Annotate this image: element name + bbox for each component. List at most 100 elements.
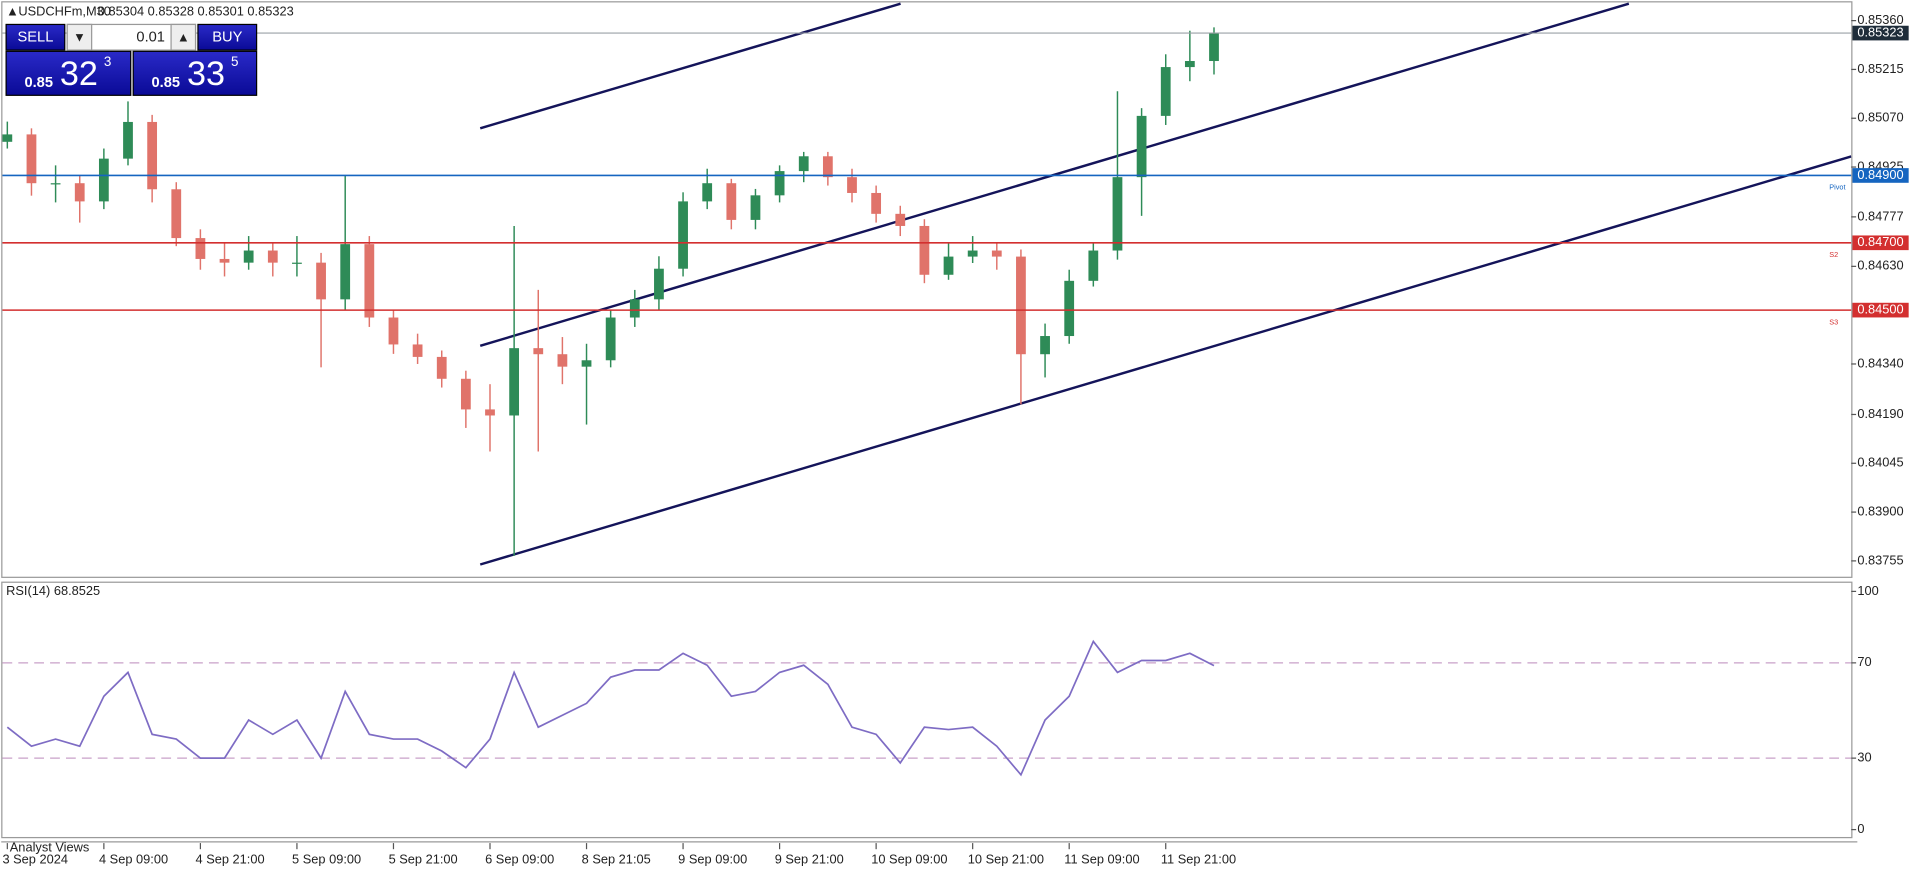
ask-sup: 5 <box>231 54 238 69</box>
level-label: 0.84900 <box>1857 167 1903 182</box>
candle-body <box>581 360 592 367</box>
candle-body <box>847 177 857 193</box>
candle-body <box>822 156 833 178</box>
price-panel-frame <box>1 1 1853 578</box>
candle-body <box>388 317 399 345</box>
trend-line <box>479 2 901 130</box>
x-tick-label: 6 Sep 09:00 <box>485 852 554 867</box>
candle-body <box>605 317 616 361</box>
candle-body <box>436 356 447 379</box>
rsi-panel-frame <box>1 581 1853 839</box>
candle-body <box>1209 33 1219 62</box>
x-tick-label: 3 Sep 2024 <box>2 852 68 867</box>
buy-label[interactable]: BUY <box>212 30 242 46</box>
candle-body <box>316 262 326 300</box>
footer-tab[interactable]: Analyst Views <box>10 839 90 854</box>
x-tick-label: 5 Sep 21:00 <box>389 852 458 867</box>
candle-body <box>1088 250 1099 281</box>
candle-body <box>943 256 954 275</box>
candle-body <box>991 250 1002 257</box>
candle-body <box>243 250 254 263</box>
x-tick-label: 10 Sep 09:00 <box>871 852 947 867</box>
level-label: 0.84700 <box>1857 234 1903 249</box>
x-tick-label: 4 Sep 21:00 <box>196 852 265 867</box>
candle-body <box>726 183 737 220</box>
candle-body <box>147 121 158 190</box>
bid-sup: 3 <box>104 54 111 69</box>
bid-prefix: 0.85 <box>24 75 53 91</box>
y-tick-label: 0.84045 <box>1857 455 1903 470</box>
candle-body <box>219 258 230 263</box>
candle-body <box>98 158 109 202</box>
candle-body <box>292 262 302 264</box>
level-name: S2 <box>1829 250 1838 259</box>
candle-body <box>1016 256 1026 355</box>
collapse-icon[interactable]: ▲ <box>6 4 19 19</box>
ohlc: 0.85304 0.85328 0.85301 0.85323 <box>98 4 294 19</box>
up-arrow[interactable]: ▲ <box>177 29 190 44</box>
volume-down[interactable] <box>66 23 93 51</box>
candle-body <box>1184 61 1195 68</box>
candle-body <box>74 183 85 202</box>
x-tick-label: 9 Sep 21:00 <box>775 852 844 867</box>
y-tick-label: 0.84340 <box>1857 355 1903 370</box>
x-tick-label: 10 Sep 21:00 <box>968 852 1044 867</box>
candle-body <box>919 225 930 275</box>
trade-panel: SELL ▼ ▲ 0.01 BUY 0.85 32 3 0.85 33 5 <box>5 23 258 96</box>
level-name: Pivot <box>1829 183 1845 192</box>
candle-body <box>509 348 520 416</box>
x-tick-label: 11 Sep 21:00 <box>1161 852 1236 867</box>
candle-body <box>895 213 906 226</box>
y-tick-label: 0.84630 <box>1857 258 1903 273</box>
candle-body <box>967 250 978 257</box>
candle-body <box>774 171 785 196</box>
bid-big: 32 <box>60 55 98 93</box>
level-tag <box>1852 235 1909 251</box>
y-tick-label: 70 <box>1857 654 1871 669</box>
level-tag <box>1852 302 1909 318</box>
last-price-label: 0.85323 <box>1857 24 1903 39</box>
candle-body <box>26 134 37 184</box>
y-tick-label: 30 <box>1857 750 1871 765</box>
buy-button[interactable] <box>197 23 258 51</box>
y-tick-label: 0.84190 <box>1857 406 1903 421</box>
x-tick-label: 11 Sep 09:00 <box>1064 852 1139 867</box>
candle-body <box>195 238 206 259</box>
volume[interactable]: 0.01 <box>136 30 165 46</box>
x-tick-label: 9 Sep 09:00 <box>678 852 747 867</box>
ask-box[interactable] <box>132 50 258 96</box>
candle-body <box>798 156 809 172</box>
symbol: USDCHFm,M30 <box>18 4 111 19</box>
volume-up[interactable] <box>170 23 197 51</box>
y-tick-label: 0.84777 <box>1857 208 1903 223</box>
bid-box[interactable] <box>5 50 132 96</box>
candle-body <box>702 183 713 202</box>
candle-body <box>1064 280 1075 337</box>
candle-body <box>485 409 495 416</box>
level-tag <box>1852 168 1909 183</box>
last-price-tag <box>1852 25 1909 41</box>
sell-button[interactable] <box>5 23 66 51</box>
trend-line <box>479 155 1852 566</box>
y-tick-label: 0.85215 <box>1857 61 1903 76</box>
y-tick-label: 0 <box>1857 821 1864 836</box>
candle-body <box>50 183 61 185</box>
x-tick-label: 4 Sep 09:00 <box>99 852 168 867</box>
candle-body <box>1160 67 1171 116</box>
candle-body <box>557 354 568 367</box>
x-tick-label: 5 Sep 09:00 <box>292 852 361 867</box>
candle-body <box>123 121 133 159</box>
candle-body <box>871 192 882 214</box>
ask-prefix: 0.85 <box>152 75 181 91</box>
y-tick-label: 0.85360 <box>1857 12 1903 27</box>
down-arrow[interactable]: ▼ <box>73 29 86 44</box>
candle-body <box>171 189 182 239</box>
rsi-line <box>6 639 1215 777</box>
candle-body <box>412 344 423 357</box>
candle-body <box>460 378 471 410</box>
y-tick-label: 100 <box>1857 583 1878 598</box>
candle-body <box>1136 115 1147 178</box>
sell-label[interactable]: SELL <box>18 30 54 46</box>
